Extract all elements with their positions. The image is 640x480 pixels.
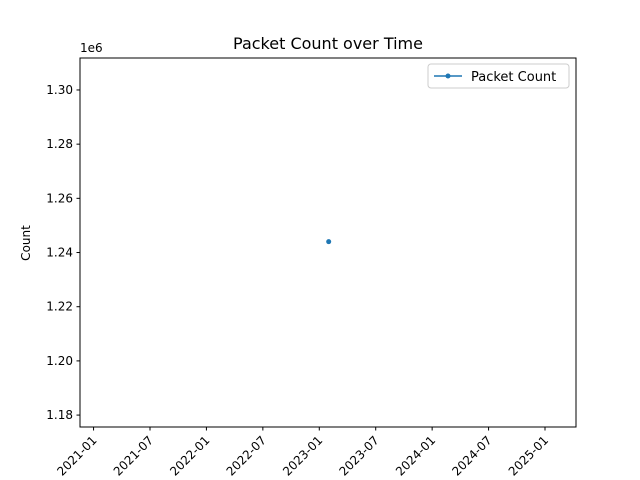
x-tick-label: 2024-01	[393, 433, 438, 478]
legend-marker	[445, 73, 451, 79]
y-tick-label: 1.30	[46, 83, 73, 97]
y-tick-label: 1.28	[46, 137, 73, 151]
x-tick-label: 2023-07	[336, 433, 381, 478]
legend-label: Packet Count	[471, 70, 556, 85]
x-tick-label: 2025-01	[506, 433, 551, 478]
y-tick-label: 1.24	[46, 246, 73, 260]
plot-area	[79, 57, 577, 428]
x-tick-label: 2023-01	[280, 433, 325, 478]
y-tick-label: 1.22	[46, 300, 73, 314]
x-tick-label: 2021-01	[54, 433, 99, 478]
y-tick-label: 1.18	[46, 408, 73, 422]
y-offset-label: 1e6	[80, 41, 103, 55]
x-tick-label: 2022-07	[224, 433, 269, 478]
x-tick-label: 2024-07	[449, 433, 494, 478]
legend-box	[427, 63, 570, 89]
y-axis-label: Count	[19, 225, 33, 261]
chart-title: Packet Count over Time	[233, 34, 423, 53]
y-tick-label: 1.26	[46, 191, 73, 205]
x-tick-label: 2021-07	[111, 433, 156, 478]
legend: Packet Count	[427, 63, 570, 89]
x-tick-label: 2022-01	[167, 433, 212, 478]
y-tick-label: 1.20	[46, 354, 73, 368]
data-point	[326, 239, 332, 245]
